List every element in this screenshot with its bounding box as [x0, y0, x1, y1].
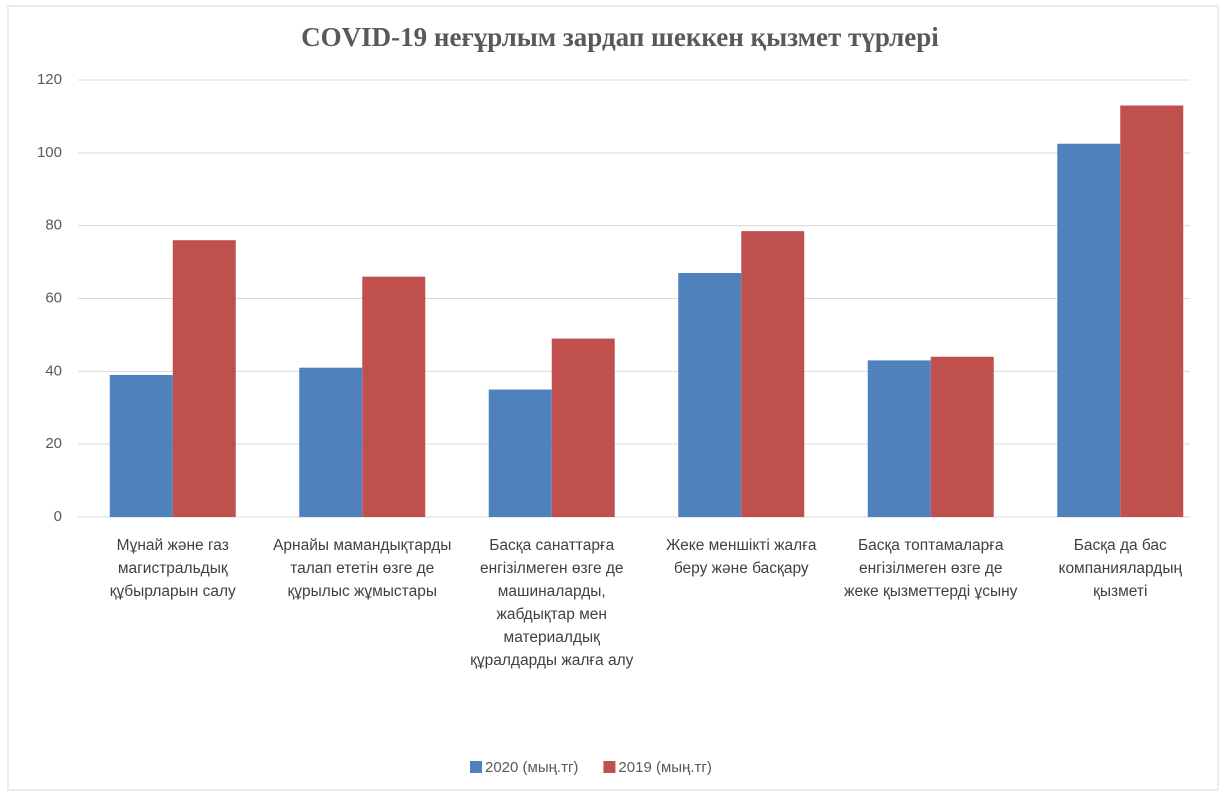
bar [172, 240, 236, 517]
bar [109, 374, 173, 517]
legend-label: 2019 (мың.тг) [618, 759, 711, 776]
legend-label: 2020 (мың.тг) [485, 759, 578, 776]
bar [741, 231, 805, 518]
legend-swatch [470, 761, 482, 773]
bar [1057, 143, 1121, 517]
bar [488, 389, 552, 517]
bar [1120, 105, 1184, 517]
x-tick-label: Арнайы мамандықтарды талап ететін өзге д… [273, 537, 452, 600]
y-tick-label: 40 [45, 362, 62, 379]
bar [930, 356, 994, 517]
y-tick-label: 60 [45, 289, 62, 306]
bar [867, 360, 931, 517]
x-tick-label: Жеке меншікті жалға беру және басқару [666, 537, 817, 577]
x-tick-label: Мұнай және газ магистральдық құбырларын … [109, 537, 236, 600]
bar [551, 338, 615, 517]
bar [299, 367, 363, 517]
bar [678, 273, 742, 517]
legend-swatch [603, 761, 616, 773]
y-tick-label: 80 [45, 217, 62, 234]
x-tick-label: Басқа санаттарға енгізілмеген өзге де ма… [470, 537, 634, 669]
y-tick-label: 20 [45, 435, 62, 452]
y-tick-label: 0 [54, 508, 62, 525]
bar [362, 276, 426, 517]
x-tick-label: Басқа топтамаларға енгізілмеген өзге де … [844, 537, 1018, 600]
x-tick-label: Басқа да бас компаниялардың қызметі [1058, 537, 1183, 600]
y-tick-label: 120 [37, 71, 62, 88]
y-tick-label: 100 [37, 144, 62, 161]
chart-title: COVID-19 неғұрлым зардап шеккен қызмет т… [301, 22, 939, 52]
